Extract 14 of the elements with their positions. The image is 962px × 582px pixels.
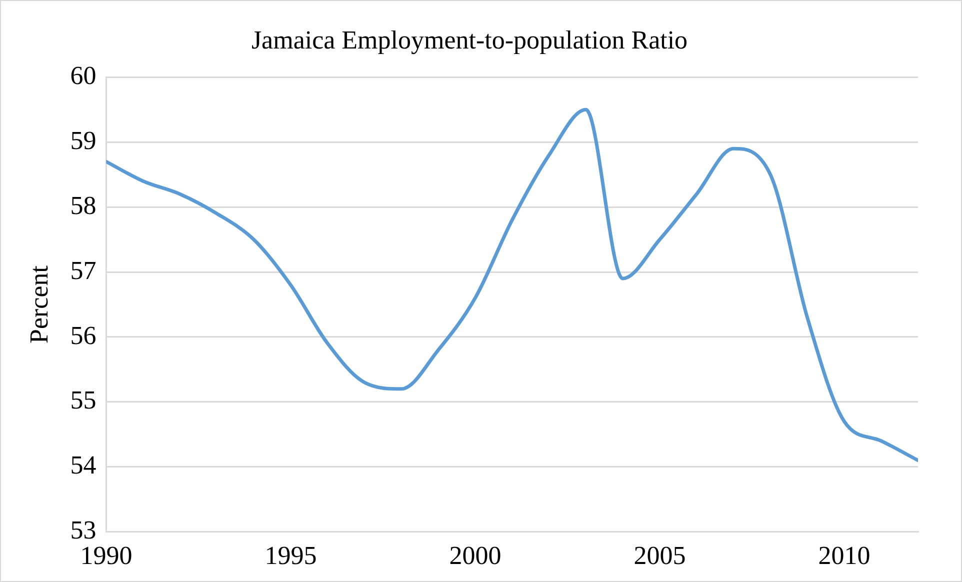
x-tick-label: 2010 [818, 541, 870, 570]
y-tick-label: 59 [70, 126, 96, 155]
y-tick-label: 54 [70, 450, 96, 480]
x-tick-label: 1995 [264, 541, 317, 570]
chart-title: Jamaica Employment-to-population Ratio [251, 25, 688, 54]
y-tick-label: 56 [70, 320, 96, 350]
line-series [106, 108, 918, 462]
y-tick-label: 57 [70, 256, 96, 285]
y-tick-label: 55 [70, 386, 96, 415]
y-axis-title: Percent [24, 264, 54, 344]
x-tick-label: 2005 [634, 541, 686, 570]
y-tick-label: 60 [70, 61, 96, 90]
y-tick-label: 58 [70, 190, 96, 220]
x-tick-label: 2000 [449, 541, 502, 570]
